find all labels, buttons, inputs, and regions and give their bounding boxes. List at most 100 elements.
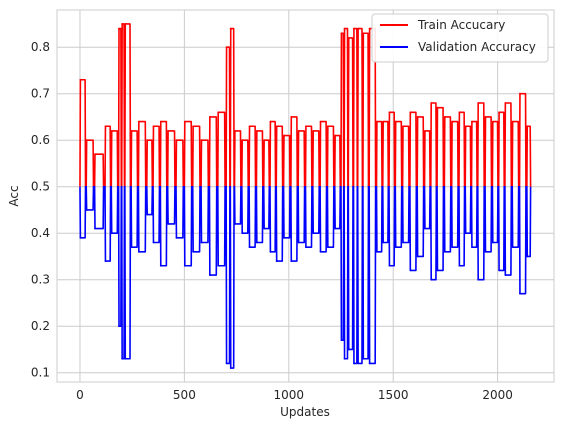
series-point-validation — [519, 292, 521, 295]
series-point-train — [347, 37, 350, 39]
series-point-validation — [94, 227, 96, 230]
x-tick-label: 0 — [76, 388, 84, 402]
y-tick-label: 0.2 — [31, 319, 50, 333]
series-point-train — [362, 32, 365, 35]
series-point-train — [118, 27, 120, 30]
series-point-validation — [443, 250, 446, 253]
series-point-validation — [124, 357, 127, 360]
series-point-validation — [283, 236, 285, 239]
series-point-train — [353, 27, 355, 30]
series-point-train — [167, 130, 169, 132]
series-point-validation — [85, 209, 88, 211]
series-point-validation — [436, 269, 439, 272]
series-point-train — [192, 125, 195, 128]
series-point-validation — [471, 246, 473, 249]
x-tick-labels: 0 500 1000 1500 2000 — [76, 388, 513, 402]
series-point-validation — [484, 250, 487, 253]
series-point-train — [498, 111, 500, 114]
series-point-train — [110, 130, 113, 132]
series-point-validation — [263, 227, 266, 230]
series-point-validation — [382, 241, 385, 244]
series-point-train — [443, 116, 446, 118]
series-point-train — [340, 32, 343, 35]
series-point-train — [430, 102, 433, 104]
series-point-validation — [200, 241, 203, 244]
series-point-validation — [152, 241, 155, 244]
series-point-validation — [409, 269, 412, 272]
series-point-validation — [394, 246, 397, 249]
series-point-validation — [368, 362, 371, 365]
series-point-validation — [526, 255, 529, 258]
series-point-train — [334, 134, 337, 137]
series-point-validation — [416, 255, 419, 258]
series-point-train — [409, 111, 412, 114]
series-point-validation — [225, 362, 228, 365]
series-point-train — [477, 102, 480, 104]
series-point-train — [526, 125, 529, 128]
series-point-validation — [451, 246, 453, 249]
series-point-train — [416, 116, 419, 118]
x-tick-label: 1500 — [378, 388, 409, 402]
series-point-validation — [110, 232, 113, 235]
x-tick-label: 2000 — [482, 388, 513, 402]
series-point-train — [200, 139, 203, 142]
series-point-validation — [79, 236, 82, 239]
series-point-validation — [430, 278, 433, 281]
series-point-train — [511, 120, 514, 123]
series-point-validation — [192, 250, 195, 253]
series-point-train — [471, 120, 473, 123]
series-point-train — [217, 111, 220, 114]
series-point-validation — [248, 246, 251, 249]
series-point-train — [146, 139, 149, 142]
series-point-train — [312, 130, 315, 132]
series-point-train — [376, 120, 378, 123]
series-point-validation — [498, 269, 500, 272]
series-point-train — [451, 120, 453, 123]
series-point-train — [504, 102, 507, 104]
y-tick-label: 0.7 — [31, 87, 50, 101]
series-point-train — [137, 120, 140, 123]
series-point-validation — [340, 339, 343, 342]
series-point-train — [305, 125, 307, 128]
series-layer — [79, 23, 532, 369]
series-point-train — [368, 27, 371, 30]
series-point-train — [183, 120, 186, 123]
series-point-validation — [241, 232, 244, 235]
series-point-validation — [217, 264, 220, 267]
series-point-validation — [357, 362, 360, 365]
series-point-train — [229, 27, 232, 30]
series-point-train — [263, 139, 266, 142]
series-point-train — [159, 120, 162, 123]
series-point-validation — [146, 213, 149, 216]
series-point-validation — [424, 227, 426, 230]
series-point-train — [124, 23, 127, 25]
series-point-validation — [208, 274, 211, 276]
series-point-train — [152, 125, 155, 128]
series-point-train — [208, 116, 211, 118]
series-point-train — [248, 125, 251, 128]
series-point-train — [491, 120, 494, 123]
series-point-train — [269, 120, 272, 123]
series-point-validation — [334, 227, 337, 230]
series-point-train — [297, 130, 300, 132]
series-line-train — [79, 23, 532, 188]
series-point-validation — [229, 367, 232, 369]
series-point-train — [275, 125, 278, 128]
series-point-train — [85, 139, 88, 142]
series-point-train — [402, 125, 404, 128]
y-tick-label: 0.8 — [31, 40, 50, 54]
series-point-train — [382, 120, 385, 123]
series-point-train — [357, 27, 360, 30]
y-axis-label: Acc — [7, 185, 21, 206]
x-axis-label: Updates — [280, 405, 330, 419]
series-point-validation — [347, 348, 350, 351]
series-point-train — [484, 116, 487, 118]
y-tick-label: 0.4 — [31, 226, 50, 240]
series-point-train — [388, 111, 391, 114]
series-point-validation — [130, 246, 133, 249]
series-point-train — [175, 139, 178, 142]
series-point-train — [436, 106, 439, 109]
series-point-validation — [118, 325, 120, 328]
series-point-validation — [275, 260, 278, 262]
